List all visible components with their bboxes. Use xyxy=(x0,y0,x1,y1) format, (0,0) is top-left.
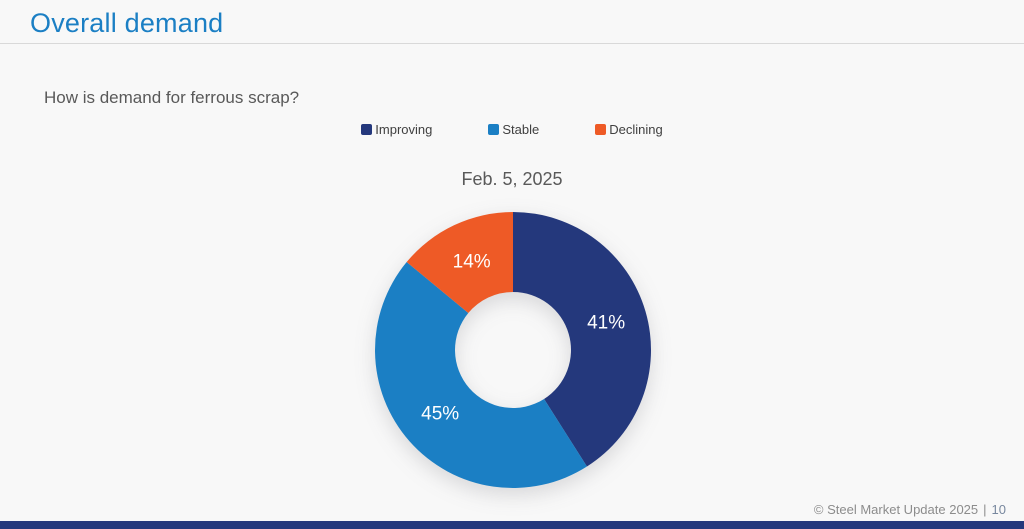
pie-slice-declining xyxy=(406,212,513,314)
pie-slice-stable xyxy=(375,262,587,488)
page-title: Overall demand xyxy=(30,8,224,38)
legend-item-improving: Improving xyxy=(361,122,432,137)
slice-label-stable: 45% xyxy=(421,404,459,425)
donut-chart-svg: 41% 45% 14% xyxy=(375,212,652,488)
page-number: 10 xyxy=(991,502,1006,517)
chart-title: Feb. 5, 2025 xyxy=(461,169,563,189)
legend-swatch-stable xyxy=(488,124,500,135)
footer-bar xyxy=(0,521,1024,529)
slice-label-declining: 14% xyxy=(453,252,491,273)
pie-slice-improving xyxy=(513,212,652,467)
legend-item-declining: Declining xyxy=(595,122,663,137)
title-divider xyxy=(0,43,1024,44)
question-text: How is demand for ferrous scrap? xyxy=(44,88,300,107)
footer-copyright: © Steel Market Update 2025 xyxy=(813,502,979,517)
legend-item-stable: Stable xyxy=(488,122,539,137)
legend-label-improving: Improving xyxy=(375,122,433,137)
footer: © Steel Market Update 2025 | 10 xyxy=(814,502,1006,517)
chart-legend: Improving Stable Declining xyxy=(0,122,1024,137)
legend-swatch-improving xyxy=(361,124,373,135)
slice-label-improving: 41% xyxy=(587,312,625,333)
legend-swatch-declining xyxy=(595,124,607,135)
legend-label-declining: Declining xyxy=(609,122,663,137)
footer-separator: | xyxy=(983,502,987,517)
legend-label-stable: Stable xyxy=(502,122,540,137)
